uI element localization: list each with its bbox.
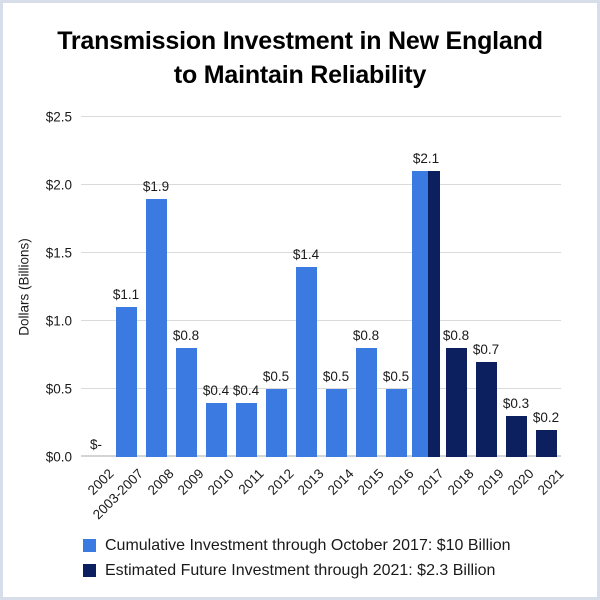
bar-value-label-2009: $0.8 xyxy=(172,328,200,344)
bar-value-label-2011: $0.4 xyxy=(232,382,260,398)
gridline-$2.5 xyxy=(81,116,561,117)
legend-item-cumulative: Cumulative Investment through October 20… xyxy=(83,533,577,558)
chart-title-line-1: Transmission Investment in New England xyxy=(57,27,543,55)
bar-value-label-2015: $0.8 xyxy=(352,328,380,344)
bar-column-2014: $0.5 xyxy=(321,117,351,457)
bar-value-label-2003-2007: $1.1 xyxy=(112,287,140,303)
gridline-$1.5 xyxy=(81,252,561,253)
x-tick-2015: 2015 xyxy=(351,459,387,519)
bar-value-label-2017: $2.1 xyxy=(412,151,440,167)
bar-2008 xyxy=(145,198,167,457)
gridline-$2.0 xyxy=(81,184,561,185)
plot-area: $- $1.1 $1.9 $0.8 $0.4 $0.4 $0.5 $1.4 $0.5 $0.8 $0… xyxy=(81,116,561,457)
x-tick-2009: 2009 xyxy=(171,459,207,519)
bar-column-2016: $0.5 xyxy=(381,117,411,457)
legend: Cumulative Investment through October 20… xyxy=(83,533,577,583)
bar-value-label-2019: $0.7 xyxy=(472,341,500,357)
bar-column-2009: $0.8 xyxy=(171,117,201,457)
legend-swatch-future xyxy=(83,564,96,577)
bar-value-label-2012: $0.5 xyxy=(262,369,290,384)
bar-value-label-2014: $0.5 xyxy=(322,369,350,384)
bar-2011 xyxy=(235,402,257,457)
gridline-$0.5 xyxy=(81,388,561,389)
x-tick-2010: 2010 xyxy=(201,459,237,519)
bar-column-2011: $0.4 xyxy=(231,117,261,457)
y-tick-label: $2.0 xyxy=(45,177,72,193)
bar-column-2010: $0.4 xyxy=(201,117,231,457)
legend-label-future: Estimated Future Investment through 2021… xyxy=(105,561,496,579)
bar-2017-future-part xyxy=(428,171,440,457)
chart-title: Transmission Investment in New England t… xyxy=(3,24,597,92)
x-tick-2008: 2008 xyxy=(141,459,177,519)
bar-2019 xyxy=(475,361,497,457)
legend-item-future: Estimated Future Investment through 2021… xyxy=(83,558,577,583)
bar-column-2021: $0.2 xyxy=(531,117,561,457)
x-tick-2021: 2021 xyxy=(531,459,567,519)
bar-2017-cumulative-part xyxy=(412,171,428,457)
legend-label-cumulative: Cumulative Investment through October 20… xyxy=(105,536,511,554)
gridline-$1.0 xyxy=(81,320,561,321)
bar-value-label-2021: $0.2 xyxy=(532,409,560,425)
bar-value-label-2002: $- xyxy=(89,437,103,452)
bar-column-2008: $1.9 xyxy=(141,117,171,457)
bar-2016 xyxy=(385,389,407,457)
x-tick-2011: 2011 xyxy=(231,459,266,519)
x-tick-2020: 2020 xyxy=(501,459,537,519)
bar-2009 xyxy=(175,348,197,457)
bar-2010 xyxy=(205,402,227,457)
bar-2018 xyxy=(445,348,467,457)
x-tick-2017: 2017 xyxy=(411,459,447,519)
x-tick-2014: 2014 xyxy=(321,459,357,519)
bar-2020 xyxy=(505,416,527,457)
plot-region: Dollars (Billions) $0.0 $0.5 $1.0 $1.5 $2.0 $… xyxy=(13,110,561,465)
y-axis-ticks: $0.0 $0.5 $1.0 $1.5 $2.0 $2.5 xyxy=(35,110,81,465)
chart-title-line-2: to Maintain Reliability xyxy=(173,61,427,89)
bar-column-2002: $- xyxy=(81,117,111,457)
y-tick-label: $2.5 xyxy=(45,109,72,125)
bar-column-2020: $0.3 xyxy=(501,117,531,457)
y-tick-label: $0.0 xyxy=(45,449,72,465)
bar-column-2013: $1.4 xyxy=(291,117,321,457)
bar-column-2018: $0.8 xyxy=(441,117,471,457)
x-tick-2012: 2012 xyxy=(261,459,297,519)
bar-value-label-2008: $1.9 xyxy=(142,178,170,194)
bar-2021 xyxy=(535,429,557,457)
y-tick-label: $1.0 xyxy=(45,313,72,329)
y-axis-title: Dollars (Billions) xyxy=(16,238,32,336)
x-tick-2003-2007: 2003-2007 xyxy=(90,459,146,522)
bar-2012 xyxy=(265,389,287,457)
bar-2015 xyxy=(355,348,377,457)
bar-column-2015: $0.8 xyxy=(351,117,381,457)
x-tick-2013: 2013 xyxy=(291,459,327,519)
bar-value-label-2018: $0.8 xyxy=(442,328,470,344)
x-tick-2018: 2018 xyxy=(441,459,477,519)
bar-column-2003-2007: $1.1 xyxy=(111,117,141,457)
bar-column-2012: $0.5 xyxy=(261,117,291,457)
bar-2003-2007 xyxy=(115,307,137,457)
bar-value-label-2020: $0.3 xyxy=(502,396,530,412)
bars-container: $- $1.1 $1.9 $0.8 $0.4 $0.4 $0.5 $1.4 $0.5 $0.8 $0… xyxy=(81,117,561,457)
x-axis-ticks: 2002 2003-2007 2008 2009 2010 2011 2012 2013 201… xyxy=(81,459,567,522)
bar-value-label-2016: $0.5 xyxy=(382,369,410,384)
x-tick-2016: 2016 xyxy=(381,459,417,519)
y-tick-label: $0.5 xyxy=(45,381,72,397)
bar-value-label-2013: $1.4 xyxy=(292,246,320,262)
x-tick-label: 2021 xyxy=(534,466,567,498)
gridline-$0.0 xyxy=(81,455,561,457)
bar-2017-split xyxy=(412,171,440,457)
x-tick-2019: 2019 xyxy=(471,459,507,519)
bar-column-2017: $2.1 xyxy=(411,117,441,457)
bar-2014 xyxy=(325,389,347,457)
bar-column-2019: $0.7 xyxy=(471,117,501,457)
bar-value-label-2010: $0.4 xyxy=(202,382,230,398)
bar-2013 xyxy=(295,266,317,457)
y-axis-title-column: Dollars (Billions) xyxy=(13,117,35,457)
y-tick-label: $1.5 xyxy=(45,245,72,261)
legend-swatch-cumulative xyxy=(83,539,96,552)
